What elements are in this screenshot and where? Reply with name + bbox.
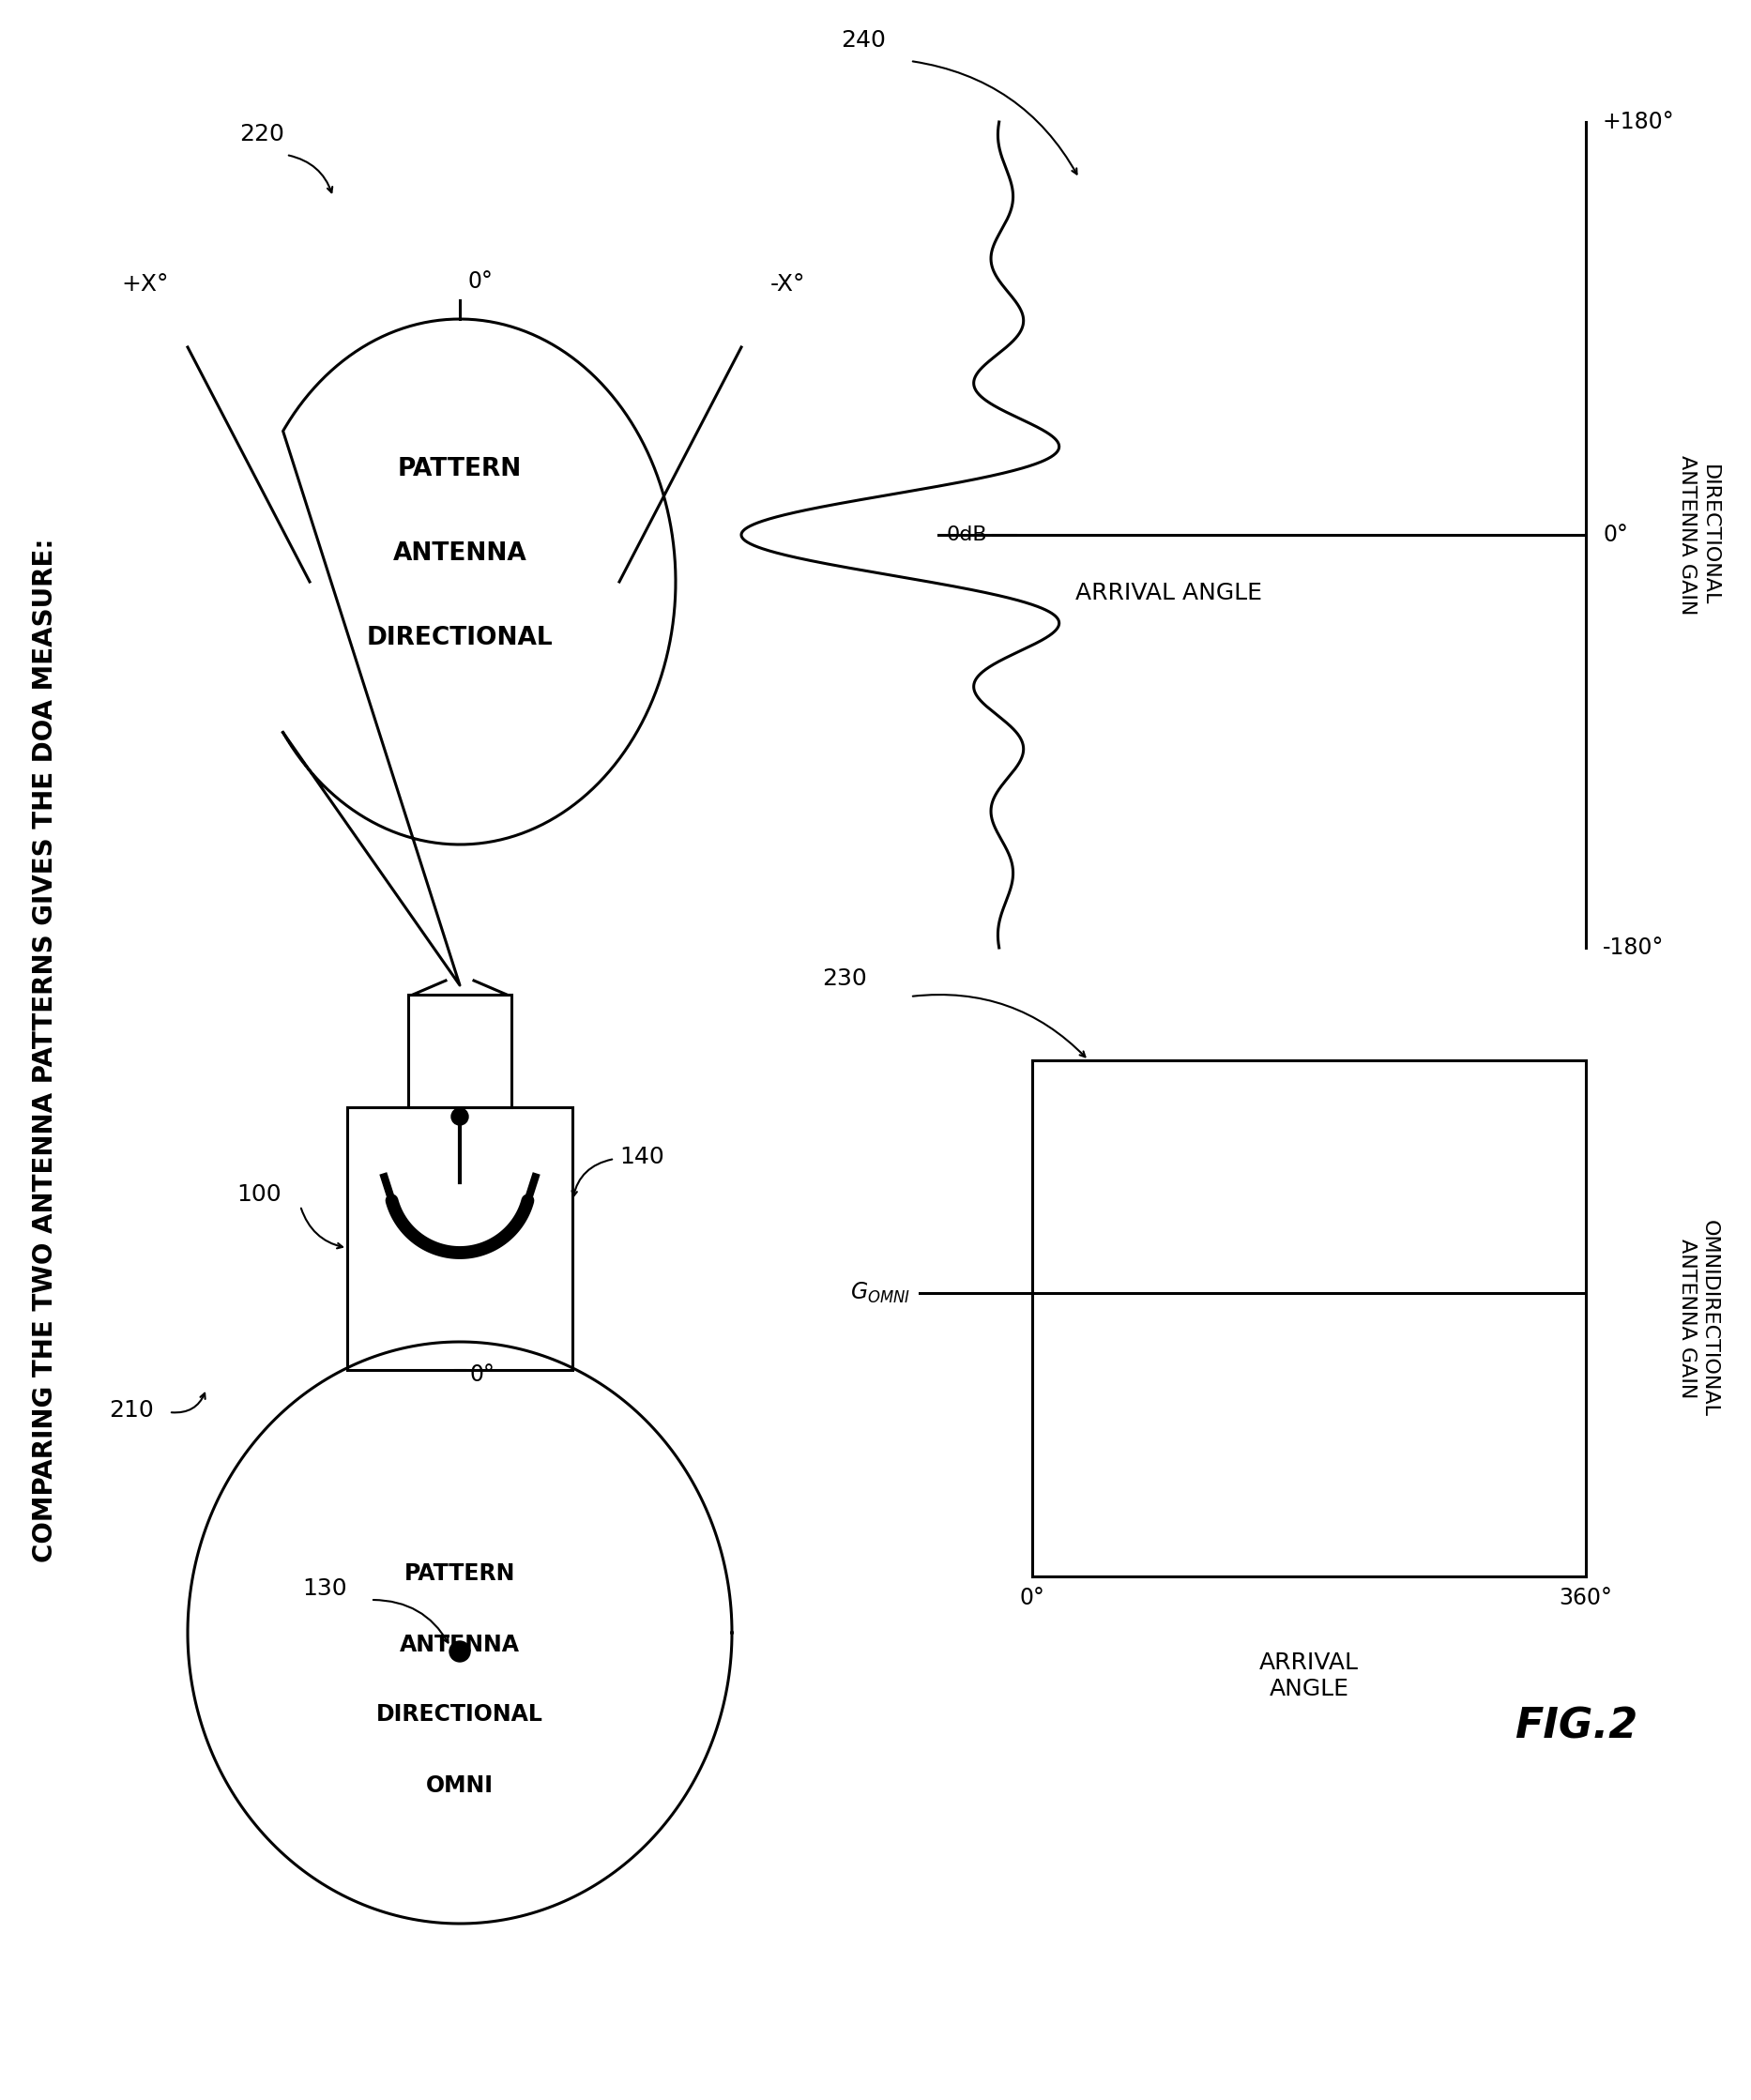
Text: 360°: 360° [1558,1588,1613,1609]
Text: FIG.2: FIG.2 [1515,1707,1637,1747]
Bar [408,995,511,1107]
Text: 0°: 0° [1019,1588,1045,1609]
Text: ANTENNA: ANTENNA [392,542,527,565]
Circle shape [452,1109,468,1126]
Circle shape [450,1642,469,1661]
Text: 0°: 0° [469,1363,494,1386]
Text: PATTERN: PATTERN [404,1562,515,1585]
Text: DIRECTIONAL
ANTENNA GAIN: DIRECTIONAL ANTENNA GAIN [1677,456,1719,615]
Text: 0°: 0° [468,271,492,292]
Text: PATTERN: PATTERN [397,458,522,481]
Text: 230: 230 [823,968,867,989]
Text: ARRIVAL
ANGLE: ARRIVAL ANGLE [1259,1651,1359,1701]
Text: $G_{OMNI}$: $G_{OMNI}$ [849,1281,911,1304]
Text: +X°: +X° [123,273,170,296]
Text: 240: 240 [840,29,886,52]
Text: 0dB: 0dB [946,525,988,544]
Text: 220: 220 [240,124,284,145]
Text: 0°: 0° [1602,523,1628,546]
Text: +180°: +180° [1602,111,1674,132]
Text: 210: 210 [109,1399,154,1422]
Text: 100: 100 [236,1182,282,1205]
Text: DIRECTIONAL: DIRECTIONAL [366,626,553,651]
Text: ARRIVAL ANGLE: ARRIVAL ANGLE [1075,582,1262,605]
Text: OMNI: OMNI [425,1774,494,1796]
Text: 130: 130 [303,1577,347,1600]
Bar [347,1107,573,1369]
Text: 140: 140 [620,1147,664,1168]
Text: OMNIDIRECTIONAL
ANTENNA GAIN: OMNIDIRECTIONAL ANTENNA GAIN [1677,1220,1719,1418]
Text: -180°: -180° [1602,937,1663,960]
Text: -X°: -X° [770,273,805,296]
Text: DIRECTIONAL: DIRECTIONAL [376,1703,543,1726]
Text: ANTENNA: ANTENNA [399,1634,520,1655]
Text: COMPARING THE TWO ANTENNA PATTERNS GIVES THE DOA MEASURE:: COMPARING THE TWO ANTENNA PATTERNS GIVES… [32,538,58,1562]
